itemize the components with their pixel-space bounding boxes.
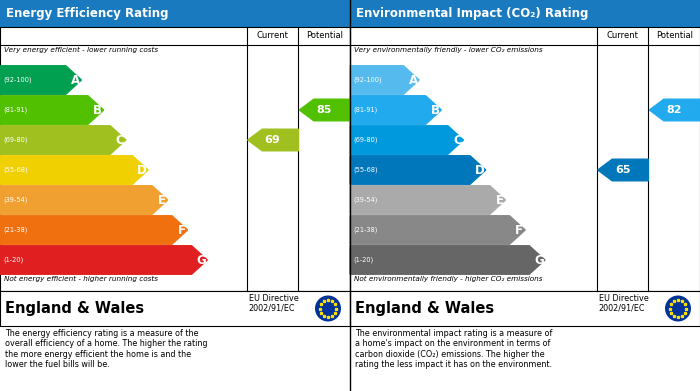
Text: Potential: Potential	[306, 32, 343, 41]
FancyArrow shape	[300, 99, 350, 121]
FancyArrow shape	[0, 246, 207, 274]
Text: 69: 69	[265, 135, 281, 145]
Text: C: C	[116, 133, 125, 147]
FancyArrow shape	[248, 129, 298, 151]
Text: B: B	[93, 104, 102, 117]
Text: (81-91): (81-91)	[3, 107, 27, 113]
FancyArrow shape	[0, 66, 81, 94]
FancyArrow shape	[598, 159, 648, 181]
Text: Environmental Impact (CO₂) Rating: Environmental Impact (CO₂) Rating	[356, 7, 589, 20]
Bar	[350, 0, 700, 27]
Text: The environmental impact rating is a measure of
a home's impact on the environme: The environmental impact rating is a mea…	[355, 329, 552, 369]
FancyArrow shape	[350, 66, 419, 94]
Text: Potential: Potential	[656, 32, 693, 41]
FancyArrow shape	[350, 156, 486, 184]
Text: England & Wales: England & Wales	[5, 301, 144, 316]
FancyArrow shape	[0, 96, 104, 124]
Text: Very energy efficient - lower running costs: Very energy efficient - lower running co…	[4, 47, 158, 53]
FancyArrow shape	[350, 126, 463, 154]
Text: (55-68): (55-68)	[353, 167, 377, 173]
FancyArrow shape	[350, 246, 545, 274]
Bar	[0, 291, 350, 326]
FancyArrow shape	[0, 216, 188, 244]
Text: Energy Efficiency Rating: Energy Efficiency Rating	[6, 7, 169, 20]
Text: G: G	[197, 253, 206, 267]
Text: B: B	[430, 104, 440, 117]
Text: E: E	[158, 194, 166, 206]
FancyArrow shape	[650, 99, 700, 121]
Text: 82: 82	[666, 105, 682, 115]
Text: The energy efficiency rating is a measure of the
overall efficiency of a home. T: The energy efficiency rating is a measur…	[5, 329, 207, 369]
Text: E: E	[496, 194, 503, 206]
FancyArrow shape	[0, 186, 168, 214]
Text: (92-100): (92-100)	[3, 77, 31, 83]
Text: (39-54): (39-54)	[3, 197, 27, 203]
FancyArrow shape	[0, 156, 148, 184]
Text: EU Directive
2002/91/EC: EU Directive 2002/91/EC	[248, 294, 298, 313]
Text: C: C	[453, 133, 462, 147]
Text: Very environmentally friendly - lower CO₂ emissions: Very environmentally friendly - lower CO…	[354, 47, 542, 53]
Text: (21-38): (21-38)	[3, 227, 27, 233]
Text: (55-68): (55-68)	[3, 167, 27, 173]
Text: A: A	[71, 74, 80, 86]
Text: (21-38): (21-38)	[353, 227, 377, 233]
Text: Current: Current	[257, 32, 288, 41]
Text: (81-91): (81-91)	[353, 107, 377, 113]
Text: Not environmentally friendly - higher CO₂ emissions: Not environmentally friendly - higher CO…	[354, 276, 542, 282]
FancyArrow shape	[0, 126, 126, 154]
Text: 65: 65	[615, 165, 630, 175]
Text: D: D	[475, 163, 484, 176]
Bar	[0, 27, 350, 291]
FancyArrow shape	[350, 96, 441, 124]
Bar	[0, 0, 350, 27]
Text: F: F	[178, 224, 186, 237]
Text: F: F	[515, 224, 523, 237]
Bar	[350, 291, 700, 326]
FancyArrow shape	[350, 186, 505, 214]
Text: Current: Current	[607, 32, 638, 41]
Text: (69-80): (69-80)	[3, 137, 27, 143]
Text: (39-54): (39-54)	[353, 197, 377, 203]
Text: Not energy efficient - higher running costs: Not energy efficient - higher running co…	[4, 276, 158, 282]
Text: 85: 85	[316, 105, 332, 115]
Text: (1-20): (1-20)	[353, 257, 373, 263]
Circle shape	[315, 296, 341, 321]
Text: A: A	[409, 74, 418, 86]
Text: D: D	[137, 163, 147, 176]
Bar	[350, 27, 700, 291]
Text: (92-100): (92-100)	[353, 77, 382, 83]
Text: EU Directive
2002/91/EC: EU Directive 2002/91/EC	[598, 294, 648, 313]
Text: (1-20): (1-20)	[3, 257, 23, 263]
Circle shape	[665, 296, 691, 321]
FancyArrow shape	[350, 216, 525, 244]
Text: G: G	[534, 253, 544, 267]
Text: England & Wales: England & Wales	[355, 301, 494, 316]
Text: (69-80): (69-80)	[353, 137, 377, 143]
